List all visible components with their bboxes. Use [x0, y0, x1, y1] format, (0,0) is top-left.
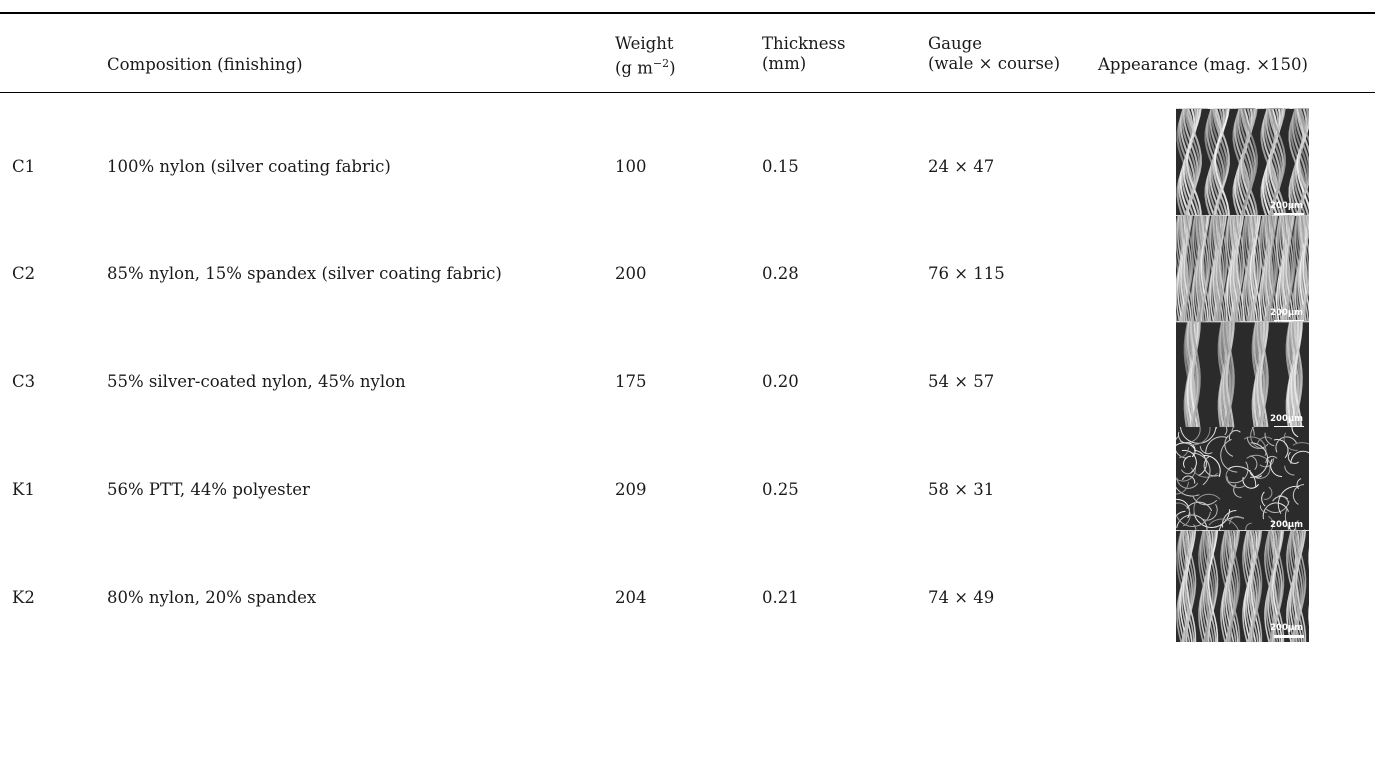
- row-weight: 209: [615, 480, 647, 499]
- header-gauge-line2: (wale × course): [928, 54, 1061, 73]
- row-id: C2: [12, 264, 36, 283]
- row-thickness: 0.20: [762, 372, 799, 391]
- row-weight: 100: [615, 157, 647, 176]
- header-weight-exponent: −2: [652, 57, 670, 70]
- sem-knit-c2: 200μm: [1176, 215, 1309, 327]
- header-weight-line2: (g m−2): [615, 54, 676, 79]
- header-weight: Weight (g m−2): [615, 34, 676, 79]
- row-composition: 56% PTT, 44% polyester: [107, 480, 310, 499]
- row-id: K2: [12, 588, 35, 607]
- row-gauge: 24 × 47: [928, 157, 995, 176]
- row-id: C3: [12, 372, 36, 391]
- sem-knit-c1: 200μm: [1176, 108, 1309, 220]
- row-composition: 55% silver-coated nylon, 45% nylon: [107, 372, 406, 391]
- header-thickness: Thickness (mm): [762, 34, 845, 74]
- row-gauge: 54 × 57: [928, 372, 995, 391]
- header-thickness-line2: (mm): [762, 54, 807, 73]
- scale-bar-label: 200μm: [1270, 414, 1303, 424]
- header-bottom-rule: [0, 92, 1375, 93]
- scale-bar-label: 200μm: [1270, 308, 1303, 318]
- row-composition: 100% nylon (silver coating fabric): [107, 157, 391, 176]
- row-thickness: 0.28: [762, 264, 799, 283]
- header-gauge: Gauge (wale × course): [928, 34, 1060, 74]
- row-id: C1: [12, 157, 36, 176]
- row-gauge: 74 × 49: [928, 588, 995, 607]
- scale-bar-label: 200μm: [1270, 623, 1303, 633]
- header-gauge-line1: Gauge: [928, 34, 982, 53]
- row-weight: 200: [615, 264, 647, 283]
- row-thickness: 0.15: [762, 157, 799, 176]
- scale-bar: [1274, 635, 1304, 638]
- row-composition: 80% nylon, 20% spandex: [107, 588, 317, 607]
- header-weight-unit: (g m: [615, 58, 653, 78]
- row-id: K1: [12, 480, 35, 499]
- row-composition: 85% nylon, 15% spandex (silver coating f…: [107, 264, 502, 283]
- row-thickness: 0.25: [762, 480, 799, 499]
- row-thickness: 0.21: [762, 588, 799, 607]
- header-composition: Composition (finishing): [107, 55, 303, 74]
- sem-knit-c3: 200μm: [1176, 321, 1309, 433]
- row-weight: 175: [615, 372, 647, 391]
- sem-knit-k1: 200μm: [1176, 427, 1309, 539]
- row-gauge: 58 × 31: [928, 480, 995, 499]
- row-weight: 204: [615, 588, 647, 607]
- row-gauge: 76 × 115: [928, 264, 1005, 283]
- table-top-rule: [0, 12, 1375, 14]
- header-weight-line1: Weight: [615, 34, 674, 53]
- header-weight-close: ): [669, 58, 676, 78]
- header-appearance: Appearance (mag. ×150): [1098, 55, 1308, 74]
- sem-knit-k2: 200μm: [1176, 530, 1309, 642]
- scale-bar-label: 200μm: [1270, 520, 1303, 530]
- header-thickness-line1: Thickness: [762, 34, 846, 53]
- scale-bar-label: 200μm: [1270, 201, 1303, 211]
